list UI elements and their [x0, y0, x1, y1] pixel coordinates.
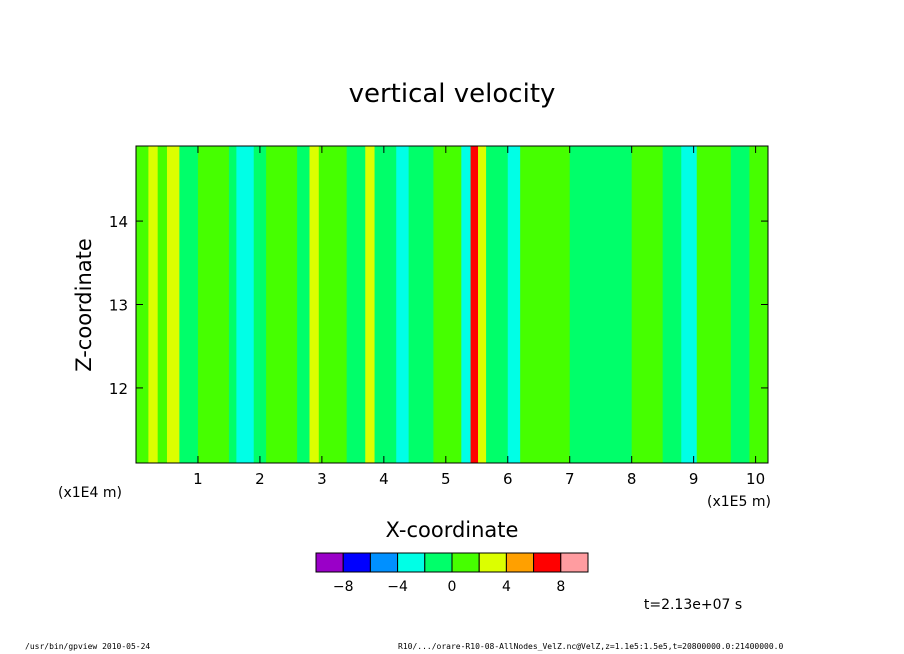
colorbar-tick-label: 4 [502, 579, 511, 595]
x-tick-label: 7 [565, 470, 575, 488]
colorbar-swatch [533, 552, 562, 573]
heatmap-column-17 [408, 146, 434, 463]
heatmap-column-29 [696, 146, 732, 463]
y-axis-title: Z-coordinate [72, 238, 96, 372]
x-tick-label: 10 [746, 470, 765, 488]
x-axis-title: X-coordinate [386, 518, 519, 542]
colorbar-swatch [478, 552, 507, 573]
heatmap-column-28 [681, 146, 698, 463]
heatmap-column-21 [478, 146, 487, 463]
colorbar-swatch [451, 552, 480, 573]
x-axis: 1 2 3 4 5 6 7 8 9 10 [193, 146, 765, 488]
x-tick-label: 4 [379, 470, 389, 488]
heatmap-column-26 [631, 146, 664, 463]
colorbar-swatch [369, 552, 399, 573]
x-tick-label: 6 [503, 470, 513, 488]
heatmap-column-24 [520, 146, 571, 463]
heatmap-column-13 [346, 146, 366, 463]
heatmap-column-4 [179, 146, 199, 463]
heatmap-column-15 [374, 146, 397, 463]
colorbar-tick-label: 0 [448, 579, 457, 595]
y-axis: 12 13 14 [109, 213, 768, 398]
heatmap-column-12 [318, 146, 348, 463]
heatmap-column-3 [166, 146, 180, 463]
heatmap-column-25 [569, 146, 633, 463]
heatmap-column-23 [507, 146, 521, 463]
x-tick-label: 5 [441, 470, 451, 488]
heatmap-field [136, 146, 768, 463]
heatmap-column-31 [749, 146, 768, 463]
x-tick-label: 1 [193, 470, 203, 488]
heatmap-column-6 [228, 146, 237, 463]
heatmap-column-14 [365, 146, 376, 463]
chart-title: vertical velocity [349, 79, 556, 109]
colorbar-swatch [505, 552, 535, 573]
colorbar-tick-label: −4 [387, 579, 408, 595]
y-tick-label: 14 [109, 213, 128, 231]
x-tick-label: 2 [255, 470, 265, 488]
heatmap-column-16 [396, 146, 410, 463]
footer-source: R10/.../orare-R10-08-AllNodes_VelZ.nc@Ve… [398, 642, 784, 651]
heatmap-column-5 [197, 146, 230, 463]
heatmap-column-7 [236, 146, 255, 463]
colorbar-swatch [397, 552, 426, 573]
heatmap-column-1 [148, 146, 159, 463]
heatmap-column-18 [433, 146, 462, 463]
time-label: t=2.13e+07 s [644, 597, 742, 613]
heatmap-column-19 [461, 146, 472, 463]
x-tick-label: 9 [689, 470, 699, 488]
x-unit-label: (x1E5 m) [707, 494, 771, 510]
y-tick-label: 12 [109, 380, 128, 398]
heatmap-column-8 [253, 146, 267, 463]
x-tick-label: 3 [317, 470, 327, 488]
y-tick-label: 13 [109, 297, 128, 315]
heatmap-column-9 [266, 146, 298, 463]
colorbar-tick-label: −8 [333, 579, 354, 595]
colorbar-swatch [342, 552, 371, 573]
heatmap-column-10 [297, 146, 310, 463]
heatmap-column-27 [662, 146, 682, 463]
heatmap-column-22 [486, 146, 509, 463]
x-tick-label: 8 [627, 470, 637, 488]
y-unit-label: (x1E4 m) [58, 485, 122, 501]
heatmap-column-20 [470, 146, 479, 463]
colorbar-swatch [424, 552, 453, 573]
colorbar: −8 −4 0 4 8 [315, 552, 589, 595]
heatmap-column-11 [309, 146, 320, 463]
colorbar-swatch [315, 552, 344, 573]
footer-program: /usr/bin/gpview 2010-05-24 [25, 642, 151, 651]
heatmap-column-2 [157, 146, 168, 463]
colorbar-tick-label: 8 [556, 579, 565, 595]
heatmap-column-30 [730, 146, 750, 463]
colorbar-swatch [560, 552, 589, 573]
